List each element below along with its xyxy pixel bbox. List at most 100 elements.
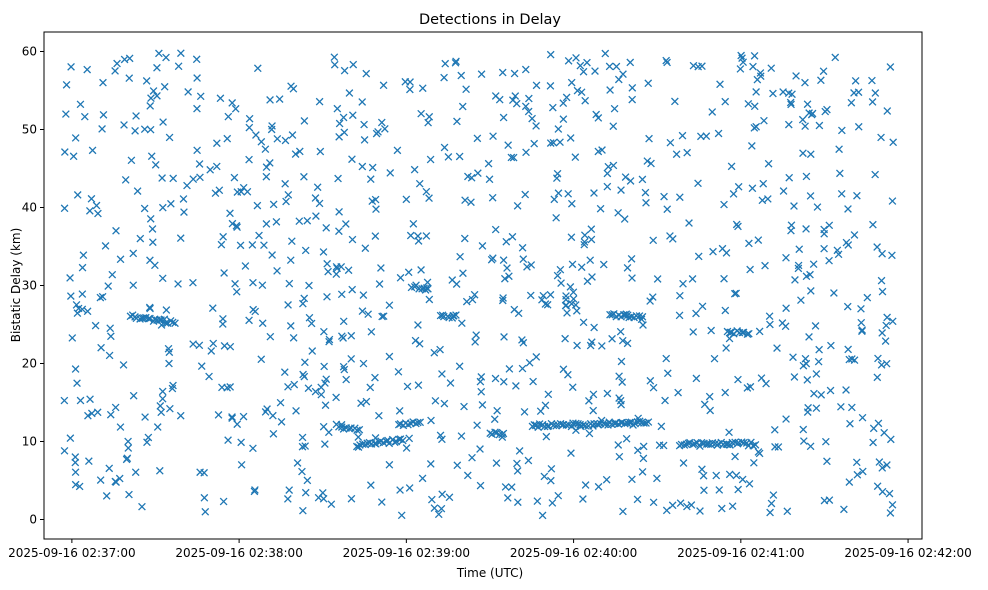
- detection-point: [286, 322, 295, 330]
- detection-point: [844, 205, 852, 213]
- detection-point: [731, 452, 739, 461]
- detection-point: [568, 260, 577, 269]
- detection-point: [353, 426, 361, 435]
- detection-point: [224, 112, 233, 121]
- detection-point: [853, 191, 861, 200]
- detection-point: [592, 110, 601, 119]
- detection-point: [626, 177, 635, 185]
- detection-point: [653, 474, 661, 483]
- detection-point: [837, 189, 846, 198]
- detection-point: [330, 60, 339, 69]
- detection-point: [675, 193, 684, 202]
- detection-point: [564, 189, 573, 198]
- detection-point: [305, 313, 314, 322]
- detection-point: [360, 136, 369, 144]
- detection-point: [124, 444, 133, 452]
- detection-point: [457, 71, 466, 80]
- detection-point: [523, 262, 531, 271]
- detection-point: [633, 446, 642, 455]
- detection-point: [459, 269, 467, 278]
- detection-point: [457, 432, 466, 440]
- detection-point: [567, 233, 576, 242]
- detection-point: [111, 67, 119, 75]
- detection-point: [231, 279, 239, 288]
- detection-point: [851, 77, 860, 85]
- detection-point: [712, 471, 721, 480]
- detection-point: [153, 63, 161, 72]
- detection-point: [290, 380, 299, 389]
- detection-point: [806, 287, 815, 295]
- detection-point: [295, 147, 304, 156]
- detection-point: [335, 119, 344, 128]
- detection-point: [661, 396, 669, 405]
- detection-point: [245, 155, 253, 164]
- detection-point: [802, 225, 810, 233]
- detection-point: [660, 192, 668, 201]
- detection-point: [193, 146, 201, 155]
- detection-point: [767, 64, 776, 73]
- detection-point: [339, 113, 348, 122]
- detection-point: [524, 94, 533, 103]
- detection-point: [628, 95, 637, 104]
- detection-point: [886, 435, 895, 444]
- detection-point: [623, 263, 632, 272]
- detection-point: [820, 244, 828, 253]
- detection-point: [801, 78, 809, 87]
- detection-point: [149, 87, 158, 95]
- detection-point: [285, 279, 294, 288]
- detection-point: [189, 278, 197, 287]
- detection-point: [769, 89, 777, 98]
- detection-point: [620, 215, 629, 223]
- detection-point: [821, 437, 830, 446]
- detection-point: [330, 53, 339, 62]
- detection-point: [60, 396, 69, 405]
- detection-point: [499, 377, 508, 386]
- detection-point: [273, 134, 282, 143]
- detection-point: [509, 153, 518, 162]
- detection-point: [320, 440, 329, 448]
- detection-point: [738, 54, 746, 63]
- detection-point: [467, 198, 475, 207]
- detection-point: [554, 189, 563, 197]
- detection-point: [761, 261, 769, 270]
- detection-point: [477, 70, 486, 78]
- detection-point: [207, 347, 216, 355]
- detection-point: [732, 471, 741, 480]
- detection-point: [672, 150, 681, 159]
- detection-point: [453, 117, 461, 126]
- detection-point: [720, 274, 728, 283]
- detection-point: [484, 159, 493, 168]
- detection-point: [869, 220, 877, 229]
- detection-point: [689, 61, 698, 70]
- detection-point: [325, 335, 334, 344]
- detection-point: [402, 195, 411, 204]
- y-tick-label: 10: [22, 435, 37, 449]
- detection-point: [366, 481, 375, 490]
- detection-point: [499, 294, 507, 302]
- detection-point: [490, 415, 499, 424]
- detection-point: [237, 438, 245, 447]
- detection-point: [425, 295, 434, 304]
- detection-point: [510, 69, 519, 78]
- detection-point: [700, 400, 709, 409]
- detection-point: [657, 422, 666, 431]
- detection-point: [183, 181, 191, 190]
- detection-point: [337, 290, 346, 299]
- detection-point: [230, 173, 239, 182]
- detection-point: [282, 197, 290, 206]
- detection-point: [847, 403, 856, 412]
- detection-point: [825, 496, 834, 504]
- detection-point: [871, 89, 880, 97]
- detection-point: [801, 354, 810, 363]
- detection-point: [412, 419, 420, 428]
- detection-point: [162, 53, 170, 62]
- detection-point: [521, 190, 530, 199]
- detection-point: [106, 332, 115, 341]
- detection-point: [689, 328, 698, 336]
- detection-point: [269, 411, 277, 420]
- detection-point: [541, 401, 550, 410]
- detection-point: [314, 493, 323, 502]
- detection-point: [614, 208, 623, 217]
- detection-point: [478, 401, 487, 409]
- detection-point: [473, 421, 481, 430]
